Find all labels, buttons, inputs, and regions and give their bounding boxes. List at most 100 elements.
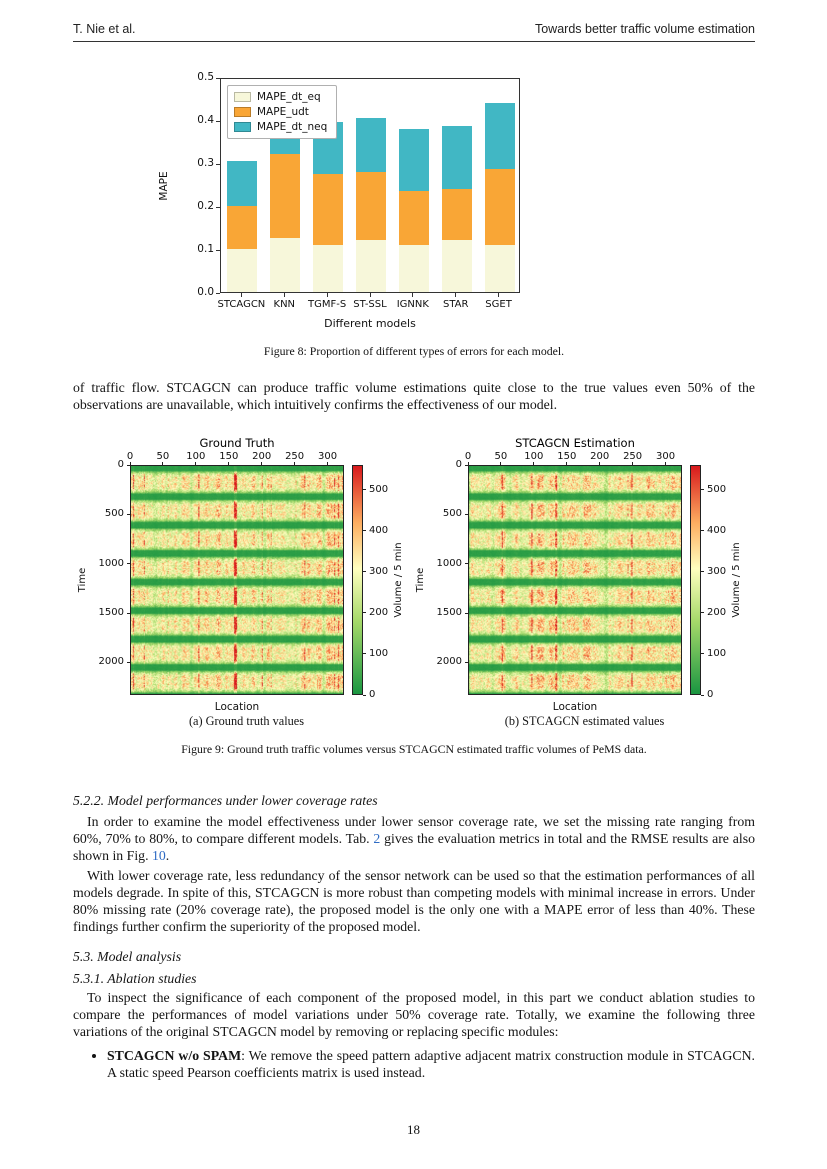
y-tick-label: 0.5 — [197, 71, 214, 83]
colorbar — [352, 465, 363, 695]
x-tick-label: 0 — [464, 451, 472, 462]
bar-segment-MAPE_dt_eq — [441, 240, 472, 292]
x-tick-mark — [455, 293, 457, 297]
colorbar-tick-label: 500 — [369, 483, 389, 495]
x-tick-mark — [326, 293, 328, 297]
x-tick-label: IGNNK — [396, 299, 429, 310]
legend-row: MAPE_dt_eq — [234, 91, 327, 103]
legend-label: MAPE_dt_eq — [257, 91, 321, 103]
figure9-caption: Figure 9: Ground truth traffic volumes v… — [181, 742, 647, 756]
legend-swatch-MAPE_dt_eq — [234, 92, 251, 102]
running-header: T. Nie et al. Towards better traffic vol… — [73, 22, 755, 36]
bullet-bold-label: STCAGCN w/o SPAM — [107, 1048, 242, 1063]
legend-swatch-MAPE_udt — [234, 107, 251, 117]
bar-segment-MAPE_udt — [484, 169, 515, 245]
figure8-block: 0.0 0.1 0.2 0.3 0.4 0.5 STCAGCN KNN TGMF-S ST-SSL… — [73, 68, 755, 359]
y-tick-mark — [127, 563, 130, 565]
y-tick-mark — [216, 292, 220, 294]
bar-segment-MAPE_dt_neq — [227, 160, 258, 206]
x-tick-label: 300 — [655, 451, 676, 462]
bar-plot-area — [220, 78, 520, 293]
heatmap-canvas — [131, 466, 343, 694]
x-tick-mark — [228, 462, 230, 465]
text-run: : We remove the speed pattern adaptive a… — [107, 1048, 755, 1080]
paragraph-top: of traffic flow. STCAGCN can produce tra… — [73, 380, 755, 412]
x-tick-mark — [498, 293, 500, 297]
colorbar-tick-label: 500 — [707, 483, 727, 495]
x-tick-label: 200 — [252, 451, 272, 462]
y-tick-mark — [216, 120, 220, 122]
bar-segment-MAPE_udt — [398, 190, 429, 245]
colorbar-tick-mark — [701, 571, 704, 573]
y-tick-mark — [127, 661, 130, 663]
colorbar-tick-label: 400 — [369, 524, 389, 536]
colorbar-tick-mark — [701, 694, 704, 696]
figure8-bar-chart: 0.0 0.1 0.2 0.3 0.4 0.5 STCAGCN KNN TGMF-S ST-SSL… — [158, 68, 540, 334]
y-tick-label: 500 — [104, 508, 124, 520]
x-tick-mark — [195, 462, 197, 465]
paragraph-coverage-2: With lower coverage rate, less redundanc… — [73, 868, 755, 934]
colorbar-tick-mark — [363, 530, 366, 532]
legend-label: MAPE_udt — [257, 106, 309, 118]
legend-row: MAPE_udt — [234, 106, 327, 118]
bar-segment-MAPE_dt_neq — [398, 128, 429, 191]
x-axis-label: Location — [214, 701, 260, 713]
x-tick-label: 50 — [494, 451, 508, 462]
x-tick-mark — [129, 462, 131, 465]
bar-segment-MAPE_udt — [313, 173, 344, 245]
heatmap-panel — [130, 465, 344, 695]
x-tick-label: 150 — [557, 451, 577, 462]
y-tick-label: 2000 — [98, 656, 124, 668]
y-tick-label: 1000 — [436, 557, 462, 569]
y-tick-mark — [216, 77, 220, 79]
x-tick-mark — [162, 462, 164, 465]
bar-segment-MAPE_udt — [356, 171, 386, 241]
body-text: 5.2.2. Model performances under lower co… — [73, 792, 755, 1081]
text-run: gives the evaluation metrics in total an… — [73, 831, 755, 863]
colorbar-tick-label: 0 — [707, 689, 714, 700]
figure-10-ref-link[interactable]: 10 — [151, 848, 166, 863]
x-tick-mark — [533, 462, 535, 465]
y-tick-label: 0.2 — [197, 200, 214, 212]
y-tick-label: 1500 — [436, 607, 462, 619]
y-tick-mark — [216, 163, 220, 165]
y-tick-mark — [127, 612, 130, 614]
colorbar-tick-mark — [363, 571, 366, 573]
colorbar-tick-mark — [701, 653, 704, 655]
legend-swatch-MAPE_dt_neq — [234, 122, 251, 132]
bar-segment-MAPE_dt_eq — [356, 240, 386, 292]
x-tick-mark — [599, 462, 601, 465]
y-tick-mark — [216, 206, 220, 208]
x-tick-label: 100 — [524, 451, 544, 462]
bar-segment-MAPE_dt_neq — [441, 126, 472, 189]
x-tick-label: 250 — [285, 451, 305, 462]
y-axis-label: MAPE — [158, 170, 170, 201]
y-tick-mark — [465, 563, 468, 565]
figure8-caption: Figure 8: Proportion of different types … — [263, 344, 565, 358]
y-tick-mark — [465, 612, 468, 614]
colorbar-label: Volume / 5 min — [393, 542, 404, 618]
x-tick-label: KNN — [273, 299, 296, 310]
x-tick-mark — [566, 462, 568, 465]
bar-segment-MAPE_dt_eq — [313, 244, 344, 292]
list-item-spam: STCAGCN w/o SPAM: We remove the speed pa… — [107, 1047, 755, 1081]
text-run: . — [165, 848, 170, 863]
colorbar-label: Volume / 5 min — [731, 542, 742, 618]
y-tick-label: 0.4 — [197, 114, 214, 126]
y-tick-label: 1500 — [98, 607, 124, 619]
table-2-ref-link[interactable]: 2 — [373, 831, 381, 846]
figure9-block: (a) Ground truth values Ground Truth 0 50 1… — [73, 436, 755, 757]
figure9-panels: (a) Ground truth values Ground Truth 0 50 1… — [73, 436, 755, 732]
bar-segment-MAPE_udt — [270, 154, 301, 239]
y-tick-mark — [127, 513, 130, 515]
legend-label: MAPE_dt_neq — [257, 121, 328, 133]
x-tick-label: SGET — [485, 299, 512, 310]
x-axis-label: Location — [552, 701, 598, 713]
x-tick-label: 300 — [317, 451, 338, 462]
x-tick-mark — [665, 462, 667, 465]
bar-segment-MAPE_dt_neq — [484, 102, 515, 170]
page-number: 18 — [407, 1122, 420, 1137]
y-tick-label: 0 — [117, 459, 124, 470]
y-tick-label: 500 — [442, 508, 462, 520]
